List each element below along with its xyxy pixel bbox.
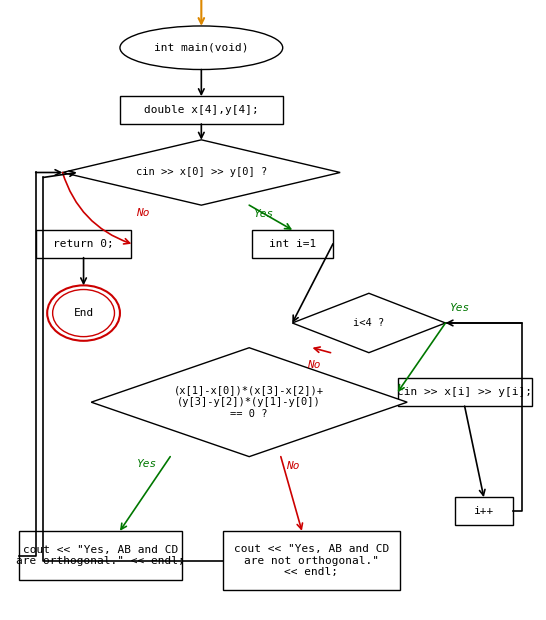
Text: i++: i++ [474,506,494,516]
Text: i<4 ?: i<4 ? [353,318,384,328]
Text: int main(void): int main(void) [154,43,248,53]
Bar [455,497,513,525]
Text: No: No [307,360,320,370]
Polygon shape [62,140,340,205]
Bar [20,531,182,580]
Text: No: No [136,208,150,218]
Bar [397,378,532,406]
Text: End: End [74,308,94,318]
Ellipse shape [120,26,283,69]
Bar [35,230,132,258]
Bar [252,230,333,258]
Text: cin >> x[i] >> y[i];: cin >> x[i] >> y[i]; [397,388,532,397]
Text: Yes: Yes [254,209,274,219]
Text: cout << "Yes, AB and CD
are not orthogonal."
<< endl;: cout << "Yes, AB and CD are not orthogon… [234,544,389,577]
Ellipse shape [47,285,120,341]
Text: (x[1]-x[0])*(x[3]-x[2])+
(y[3]-y[2])*(y[1]-y[0])
== 0 ?: (x[1]-x[0])*(x[3]-x[2])+ (y[3]-y[2])*(y[… [174,386,324,418]
Bar [120,96,283,124]
Polygon shape [292,293,446,353]
Text: double x[4],y[4];: double x[4],y[4]; [144,105,259,115]
Text: No: No [286,461,299,471]
Polygon shape [91,348,407,457]
Text: return 0;: return 0; [53,239,114,249]
Bar [223,531,400,590]
Text: int i=1: int i=1 [269,239,316,249]
Text: cin >> x[0] >> y[0] ?: cin >> x[0] >> y[0] ? [136,167,267,177]
Text: cout << "Yes, AB and CD
are orthogonal." << endl;: cout << "Yes, AB and CD are orthogonal."… [16,545,185,567]
Text: Yes: Yes [450,303,471,313]
Text: Yes: Yes [136,459,157,469]
